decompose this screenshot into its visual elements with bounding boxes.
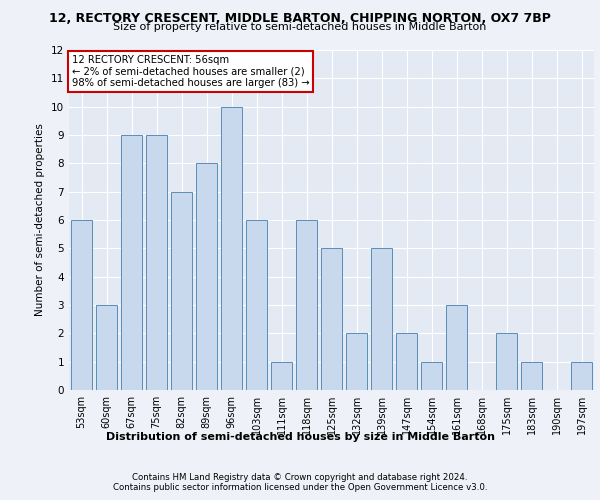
Text: Contains HM Land Registry data © Crown copyright and database right 2024.: Contains HM Land Registry data © Crown c… <box>132 472 468 482</box>
Bar <box>221 106 242 390</box>
Bar <box>146 135 167 390</box>
Text: 12, RECTORY CRESCENT, MIDDLE BARTON, CHIPPING NORTON, OX7 7BP: 12, RECTORY CRESCENT, MIDDLE BARTON, CHI… <box>49 12 551 26</box>
Bar <box>196 164 217 390</box>
Text: Size of property relative to semi-detached houses in Middle Barton: Size of property relative to semi-detach… <box>113 22 487 32</box>
Bar <box>371 248 392 390</box>
Bar <box>346 334 367 390</box>
Text: 12 RECTORY CRESCENT: 56sqm
← 2% of semi-detached houses are smaller (2)
98% of s: 12 RECTORY CRESCENT: 56sqm ← 2% of semi-… <box>71 55 309 88</box>
Bar <box>271 362 292 390</box>
Bar <box>246 220 267 390</box>
Bar <box>446 305 467 390</box>
Bar <box>296 220 317 390</box>
Y-axis label: Number of semi-detached properties: Number of semi-detached properties <box>35 124 46 316</box>
Text: Contains public sector information licensed under the Open Government Licence v3: Contains public sector information licen… <box>113 484 487 492</box>
Bar <box>96 305 117 390</box>
Text: Distribution of semi-detached houses by size in Middle Barton: Distribution of semi-detached houses by … <box>106 432 494 442</box>
Bar <box>121 135 142 390</box>
Bar <box>71 220 92 390</box>
Bar <box>321 248 342 390</box>
Bar <box>521 362 542 390</box>
Bar <box>421 362 442 390</box>
Bar <box>571 362 592 390</box>
Bar <box>496 334 517 390</box>
Bar <box>171 192 192 390</box>
Bar <box>396 334 417 390</box>
